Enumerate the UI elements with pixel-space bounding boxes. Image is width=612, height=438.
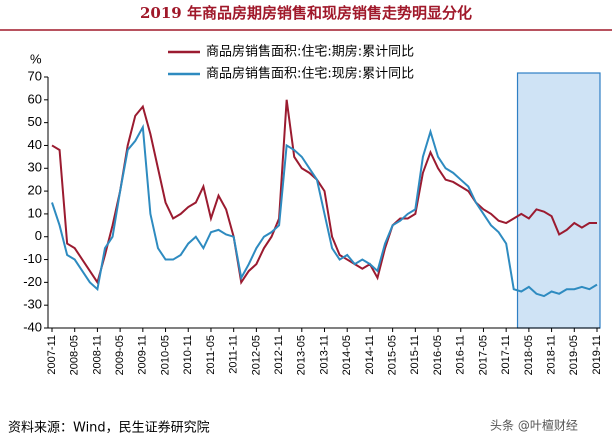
x-tick-label: 2008-11 — [91, 335, 103, 375]
x-tick-label: 2015-11 — [409, 335, 421, 375]
x-tick-label: 2019-11 — [591, 335, 603, 375]
x-tick-label: 2013-11 — [318, 335, 330, 375]
y-tick-label: -10 — [23, 251, 42, 266]
y-tick-label: 70 — [28, 68, 42, 83]
y-tick-label: 10 — [28, 205, 42, 220]
source: 资料来源：Wind，民生证券研究院 — [8, 420, 210, 436]
x-tick-label: 2014-11 — [364, 335, 376, 375]
x-tick-label: 2015-05 — [387, 335, 399, 375]
x-tick-label: 2009-05 — [114, 335, 126, 375]
y-tick-label: 40 — [28, 137, 42, 152]
chart-title: 2019 年商品房期房销售和现房销售走势明显分化 — [140, 4, 472, 22]
y-tick-label: 20 — [28, 183, 42, 198]
y-tick-label: 30 — [28, 160, 42, 175]
highlight-box — [516, 72, 601, 329]
watermark: 头条 @叶檀财经 — [490, 418, 578, 433]
x-tick-label: 2009-11 — [137, 335, 149, 375]
y-tick-label: -40 — [23, 319, 42, 334]
x-tick-label: 2012-05 — [250, 335, 262, 375]
y-unit: % — [30, 51, 42, 66]
y-tick-label: 60 — [28, 91, 42, 106]
y-tick-label: 0 — [35, 228, 42, 243]
series-line — [51, 123, 598, 298]
y-tick-label: 50 — [28, 114, 42, 129]
x-tick-label: 2018-11 — [545, 335, 557, 375]
x-tick-label: 2018-05 — [523, 335, 535, 375]
x-tick-label: 2017-11 — [500, 335, 512, 375]
x-tick-label: 2011-11 — [228, 335, 240, 374]
legend-label: 商品房销售面积:住宅:现房:累计同比 — [206, 66, 414, 82]
x-tick-label: 2010-11 — [182, 335, 194, 375]
x-tick-label: 2019-05 — [568, 335, 580, 375]
x-tick-label: 2008-05 — [69, 335, 81, 375]
x-tick-label: 2017-05 — [477, 335, 489, 375]
y-tick-label: -30 — [23, 297, 42, 312]
x-tick-label: 2012-11 — [273, 335, 285, 375]
y-tick-label: -20 — [23, 274, 42, 289]
x-tick-label: 2013-05 — [296, 335, 308, 375]
x-tick-label: 2007-11 — [46, 335, 58, 375]
x-tick-label: 2011-05 — [205, 335, 217, 375]
x-tick-label: 2010-05 — [159, 335, 171, 375]
series-line — [51, 99, 597, 286]
x-tick-label: 2016-11 — [455, 335, 467, 375]
legend-label: 商品房销售面积:住宅:期房:累计同比 — [206, 44, 414, 60]
x-tick-label: 2016-05 — [432, 335, 444, 375]
x-tick-label: 2014-05 — [341, 335, 353, 375]
